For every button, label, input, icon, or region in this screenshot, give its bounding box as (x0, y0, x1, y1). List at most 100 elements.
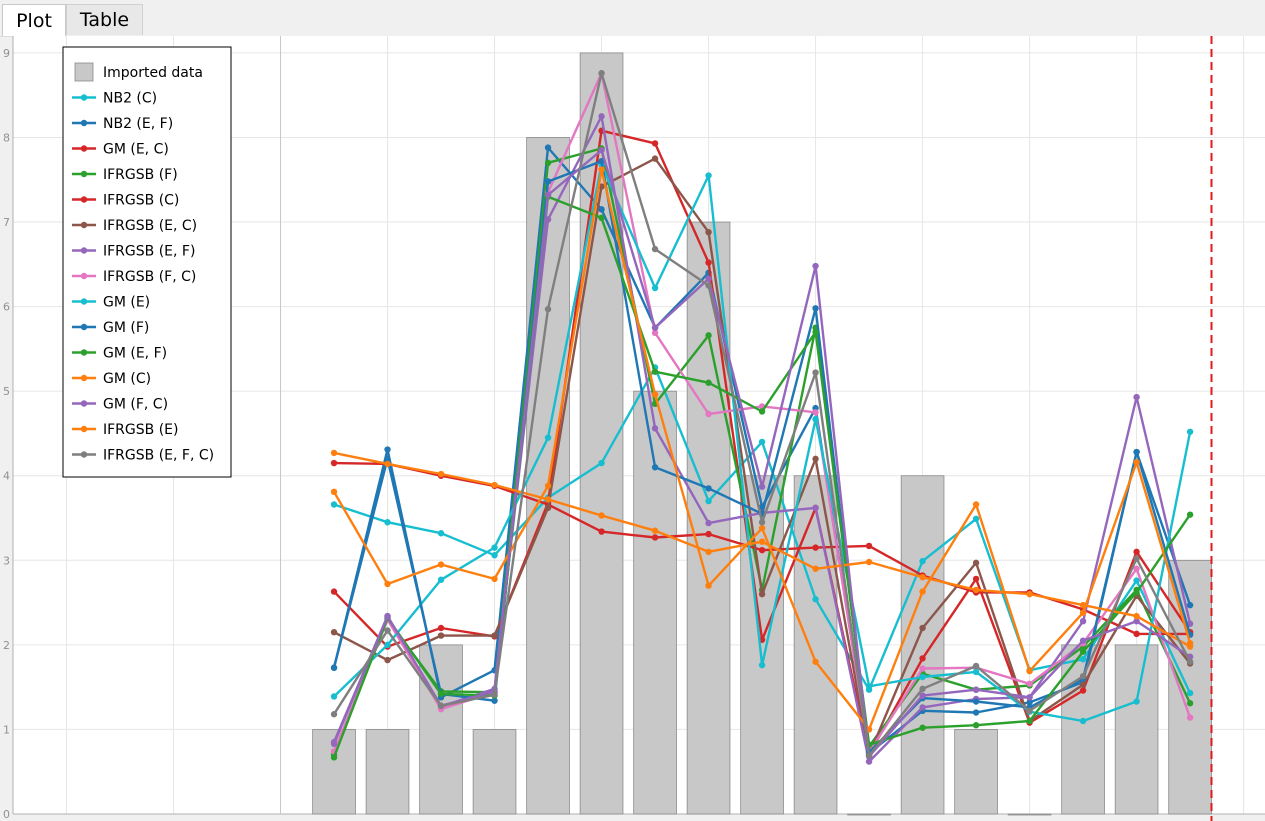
data-point (758, 538, 766, 545)
data-point (491, 632, 498, 639)
data-point (865, 558, 873, 566)
data-point (1133, 698, 1140, 705)
data-point (972, 698, 980, 705)
legend-label: IFRGSB (E, F, C) (103, 448, 214, 464)
data-point (651, 368, 659, 375)
data-point (491, 544, 498, 551)
legend-label: GM (F, C) (103, 397, 168, 413)
data-point (705, 530, 712, 538)
legend-marker (80, 272, 88, 280)
y-tick-label: 6 (3, 301, 10, 314)
y-tick-label: 1 (3, 723, 10, 736)
data-point (1079, 617, 1087, 625)
data-point (705, 228, 712, 236)
data-point (812, 455, 819, 463)
data-point (437, 470, 445, 478)
data-point (1133, 617, 1140, 625)
data-point (705, 548, 712, 556)
data-point (705, 497, 712, 505)
data-point (812, 596, 819, 603)
data-point (705, 582, 712, 589)
tab-plot[interactable]: Plot (2, 4, 66, 36)
data-point (330, 754, 338, 761)
y-tick-label: 2 (3, 639, 10, 652)
data-point (1026, 707, 1033, 715)
data-point (1186, 658, 1194, 665)
data-point (1133, 393, 1140, 401)
bar (1114, 644, 1159, 815)
data-point (1026, 590, 1033, 598)
data-point (544, 191, 552, 199)
data-point (1133, 548, 1140, 556)
data-point (651, 391, 659, 398)
data-point (865, 758, 873, 765)
data-point (919, 655, 926, 662)
data-point (1133, 459, 1140, 466)
data-point (1026, 680, 1033, 687)
tab-table[interactable]: Table (66, 4, 143, 35)
data-point (758, 438, 766, 446)
data-point (1186, 643, 1194, 650)
bar (954, 729, 998, 815)
data-point (919, 704, 926, 711)
data-point (1079, 609, 1087, 616)
legend-marker (80, 94, 88, 101)
data-point (972, 709, 980, 716)
data-point (330, 740, 338, 748)
data-point (1186, 428, 1194, 435)
legend-label: IFRGSB (F) (103, 167, 178, 183)
data-point (1186, 689, 1194, 697)
data-point (384, 455, 391, 463)
data-point (384, 641, 391, 649)
data-point (384, 446, 391, 453)
data-point (598, 206, 605, 213)
data-point (758, 546, 766, 554)
data-point (919, 692, 926, 699)
data-point (330, 693, 338, 700)
data-point (384, 460, 391, 468)
data-point (1186, 511, 1194, 518)
data-point (1079, 717, 1087, 725)
data-point (812, 544, 819, 551)
y-tick-label: 7 (3, 216, 10, 229)
legend-marker (80, 170, 88, 178)
data-point (330, 664, 338, 671)
data-point (437, 530, 445, 537)
data-point (598, 214, 605, 222)
data-point (384, 656, 391, 664)
data-point (1186, 700, 1194, 707)
data-point (812, 369, 819, 376)
data-point (705, 519, 712, 527)
data-point (437, 690, 445, 698)
legend-label: GM (E) (103, 295, 150, 311)
data-point (1026, 667, 1033, 675)
legend-label: IFRGSB (E) (103, 422, 178, 438)
y-tick-label: 9 (3, 47, 10, 60)
data-point (972, 559, 980, 567)
legend-marker (80, 247, 88, 254)
legend-label: GM (F) (103, 320, 149, 336)
data-point (705, 410, 712, 418)
data-point (812, 305, 819, 312)
data-point (598, 528, 605, 535)
data-point (865, 683, 873, 690)
y-tick-label: 8 (3, 131, 10, 144)
data-point (812, 415, 819, 423)
data-point (705, 379, 712, 386)
data-point (705, 485, 712, 492)
data-point (758, 519, 766, 526)
data-point (812, 565, 819, 572)
legend-label: IFRGSB (E, C) (103, 218, 197, 234)
data-point (598, 146, 605, 154)
data-point (330, 628, 338, 636)
data-point (491, 552, 498, 559)
bar (365, 729, 410, 815)
data-point (330, 501, 338, 508)
data-point (919, 685, 926, 693)
legend-label: GM (E, F) (103, 346, 167, 362)
bar (900, 475, 945, 815)
y-tick-label: 4 (3, 470, 10, 483)
data-point (598, 512, 605, 519)
data-point (1133, 589, 1140, 596)
legend-marker (80, 451, 88, 458)
